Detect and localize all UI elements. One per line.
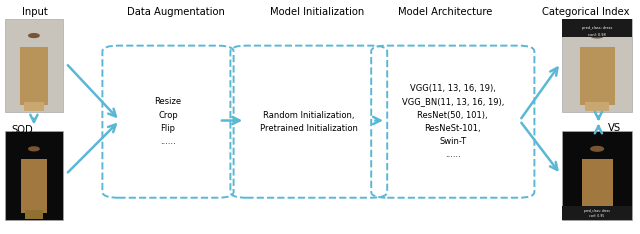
- Bar: [25, 210, 43, 219]
- Text: VGG(11, 13, 16, 19),
VGG_BN(11, 13, 16, 19),
ResNet(50, 101),
ResNeSt-101,
Swin-: VGG(11, 13, 16, 19), VGG_BN(11, 13, 16, …: [402, 84, 504, 159]
- Text: Random Initialization,
Pretrained Initialization: Random Initialization, Pretrained Initia…: [260, 111, 358, 133]
- Bar: [562, 19, 632, 37]
- Text: pred_class: dress: pred_class: dress: [584, 209, 610, 213]
- Circle shape: [29, 34, 39, 37]
- Text: Model Architecture: Model Architecture: [397, 7, 492, 17]
- Bar: [562, 19, 632, 112]
- Circle shape: [29, 147, 39, 151]
- Text: Data Augmentation: Data Augmentation: [127, 7, 225, 17]
- Bar: [586, 210, 608, 219]
- Text: Categorical Index: Categorical Index: [542, 7, 629, 17]
- Text: conf: 0.98: conf: 0.98: [588, 33, 606, 37]
- Text: Model Initialization: Model Initialization: [269, 7, 364, 17]
- Bar: [582, 160, 612, 213]
- Bar: [5, 131, 63, 220]
- Bar: [562, 206, 632, 220]
- Circle shape: [591, 146, 604, 151]
- Text: pred_class: dress: pred_class: dress: [582, 26, 612, 30]
- Bar: [580, 47, 615, 105]
- Bar: [5, 19, 63, 112]
- Bar: [19, 47, 49, 105]
- Text: Input: Input: [22, 7, 48, 17]
- Bar: [24, 102, 44, 111]
- Text: conf: 0.95: conf: 0.95: [589, 214, 605, 218]
- Bar: [562, 131, 632, 220]
- Circle shape: [591, 33, 604, 38]
- Bar: [585, 102, 609, 111]
- Bar: [21, 160, 47, 213]
- Text: VS: VS: [608, 123, 621, 132]
- Text: Resize
Crop
Flip
......: Resize Crop Flip ......: [154, 97, 182, 146]
- Text: SOD: SOD: [12, 125, 33, 135]
